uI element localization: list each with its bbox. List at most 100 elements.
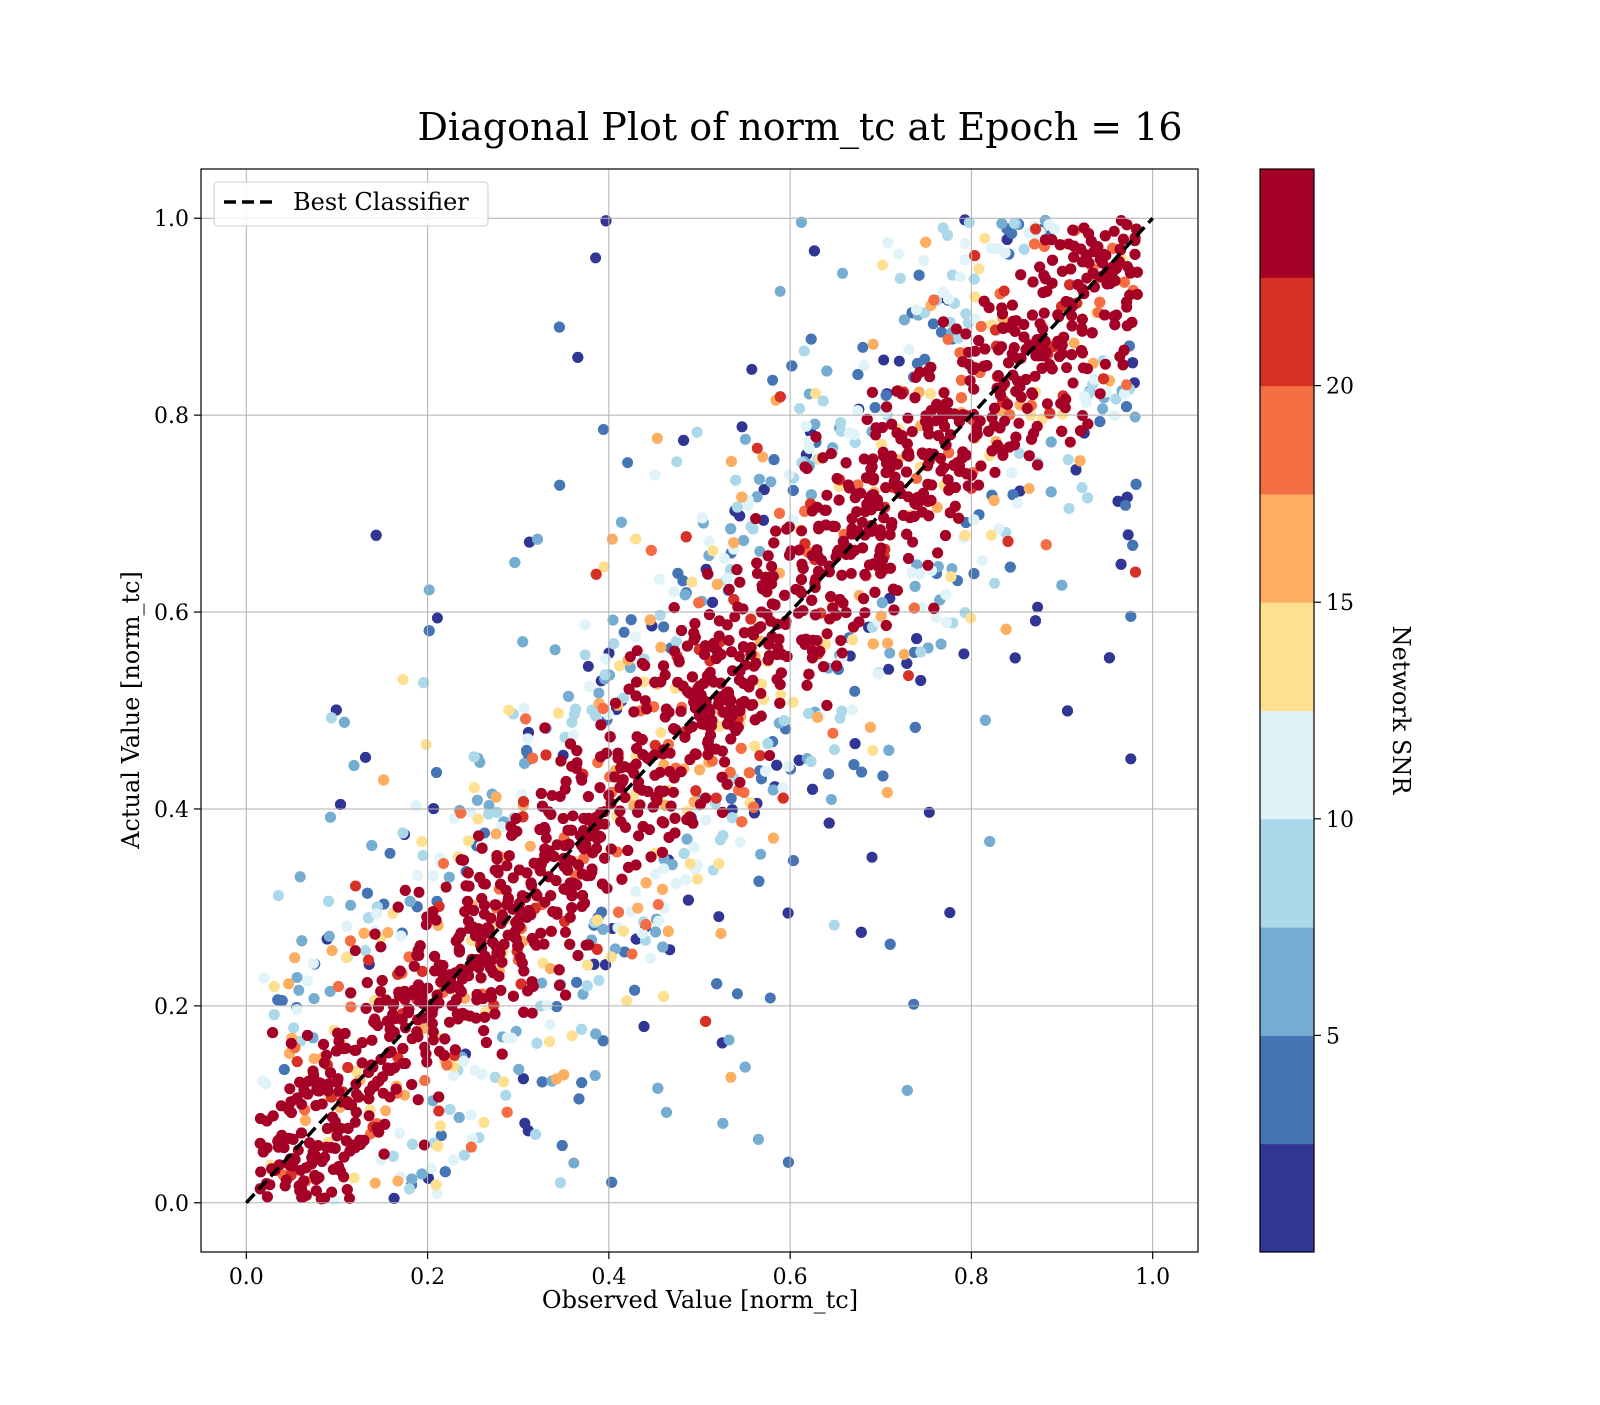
scatter-point: [940, 589, 952, 600]
scatter-point: [566, 716, 578, 728]
scatter-point: [787, 855, 799, 867]
scatter-point: [746, 363, 758, 375]
scatter-point: [500, 884, 512, 896]
scatter-point: [750, 513, 762, 525]
scatter-point: [513, 1063, 525, 1075]
scatter-point: [973, 335, 985, 346]
scatter-point: [835, 425, 847, 437]
scatter-point: [898, 314, 910, 326]
scatter-point: [1023, 450, 1035, 462]
scatter-point: [913, 269, 925, 281]
scatter-point: [618, 626, 630, 638]
scatter-point: [380, 1105, 392, 1117]
scatter-point: [984, 836, 996, 847]
scatter-point: [599, 669, 611, 681]
scatter-point: [680, 531, 692, 543]
scatter-point: [658, 621, 670, 633]
scatter-point: [1085, 235, 1097, 247]
scatter-point: [559, 783, 571, 795]
scatter-point: [332, 1027, 343, 1039]
scatter-point: [591, 943, 603, 955]
scatter-point: [267, 1027, 279, 1039]
scatter-point: [433, 1091, 445, 1103]
scatter-point: [812, 550, 824, 562]
scatter-point: [1086, 327, 1098, 339]
scatter-point: [920, 416, 931, 427]
scatter-point: [928, 294, 940, 306]
scatter-point: [906, 426, 918, 438]
scatter-point: [1003, 357, 1015, 369]
scatter-point: [882, 637, 894, 649]
scatter-point: [419, 1075, 431, 1086]
scatter-point: [613, 906, 624, 918]
scatter-point: [713, 615, 725, 627]
scatter-point: [598, 561, 610, 573]
scatter-point: [489, 1008, 501, 1020]
scatter-point: [527, 752, 539, 764]
scatter-point: [599, 653, 611, 665]
scatter-point: [431, 767, 442, 778]
scatter-point: [884, 938, 896, 950]
scatter-point: [655, 727, 667, 739]
scatter-point: [412, 869, 424, 881]
scatter-point: [1037, 323, 1049, 335]
scatter-point: [536, 1076, 548, 1088]
scatter-point: [651, 791, 663, 803]
scatter-point: [730, 474, 742, 486]
scatter-point: [686, 576, 698, 588]
scatter-point: [463, 880, 475, 892]
scatter-point: [480, 1037, 492, 1048]
scatter-point: [471, 994, 483, 1006]
scatter-point: [729, 611, 741, 623]
scatter-point: [938, 387, 950, 399]
scatter-point: [758, 484, 770, 496]
scatter-point: [749, 740, 761, 752]
scatter-point: [536, 800, 548, 812]
scatter-point: [950, 323, 962, 335]
scatter-point: [723, 583, 735, 595]
scatter-point: [657, 941, 669, 953]
scatter-point: [535, 788, 547, 799]
scatter-point: [666, 859, 678, 871]
scatter-point: [857, 542, 869, 554]
scatter-point: [431, 612, 443, 624]
scatter-point: [943, 293, 954, 305]
scatter-point: [549, 644, 561, 656]
scatter-point: [356, 1057, 368, 1069]
scatter-point: [782, 760, 794, 772]
scatter-point: [996, 218, 1008, 229]
scatter-point: [582, 959, 593, 971]
scatter-point: [808, 245, 820, 257]
scatter-point: [557, 813, 569, 824]
scatter-point: [787, 484, 799, 496]
scatter-point: [881, 401, 893, 413]
scatter-point: [823, 817, 835, 829]
scatter-point: [732, 601, 744, 613]
scatter-point: [702, 568, 714, 580]
scatter-point: [880, 482, 892, 494]
scatter-point: [608, 638, 620, 650]
scatter-point: [600, 215, 612, 227]
scatter-point: [528, 937, 540, 948]
scatter-point: [1018, 331, 1030, 343]
scatter-point: [867, 638, 879, 650]
scatter-point: [794, 403, 806, 414]
scatter-point: [378, 1148, 390, 1160]
scatter-point: [809, 418, 821, 430]
scatter-point: [331, 1045, 342, 1057]
scatter-point: [418, 677, 430, 689]
scatter-point: [681, 833, 693, 845]
scatter-point: [762, 738, 774, 750]
scatter-point: [548, 851, 560, 862]
scatter-point: [498, 1076, 509, 1088]
scatter-point: [551, 908, 563, 920]
scatter-point: [684, 858, 696, 870]
scatter-point: [448, 1154, 460, 1166]
scatter-point: [545, 890, 557, 902]
scatter-point: [571, 879, 583, 891]
scatter-point: [955, 392, 967, 404]
scatter-point: [566, 902, 578, 914]
scatter-point: [800, 420, 812, 432]
scatter-point: [993, 344, 1005, 356]
